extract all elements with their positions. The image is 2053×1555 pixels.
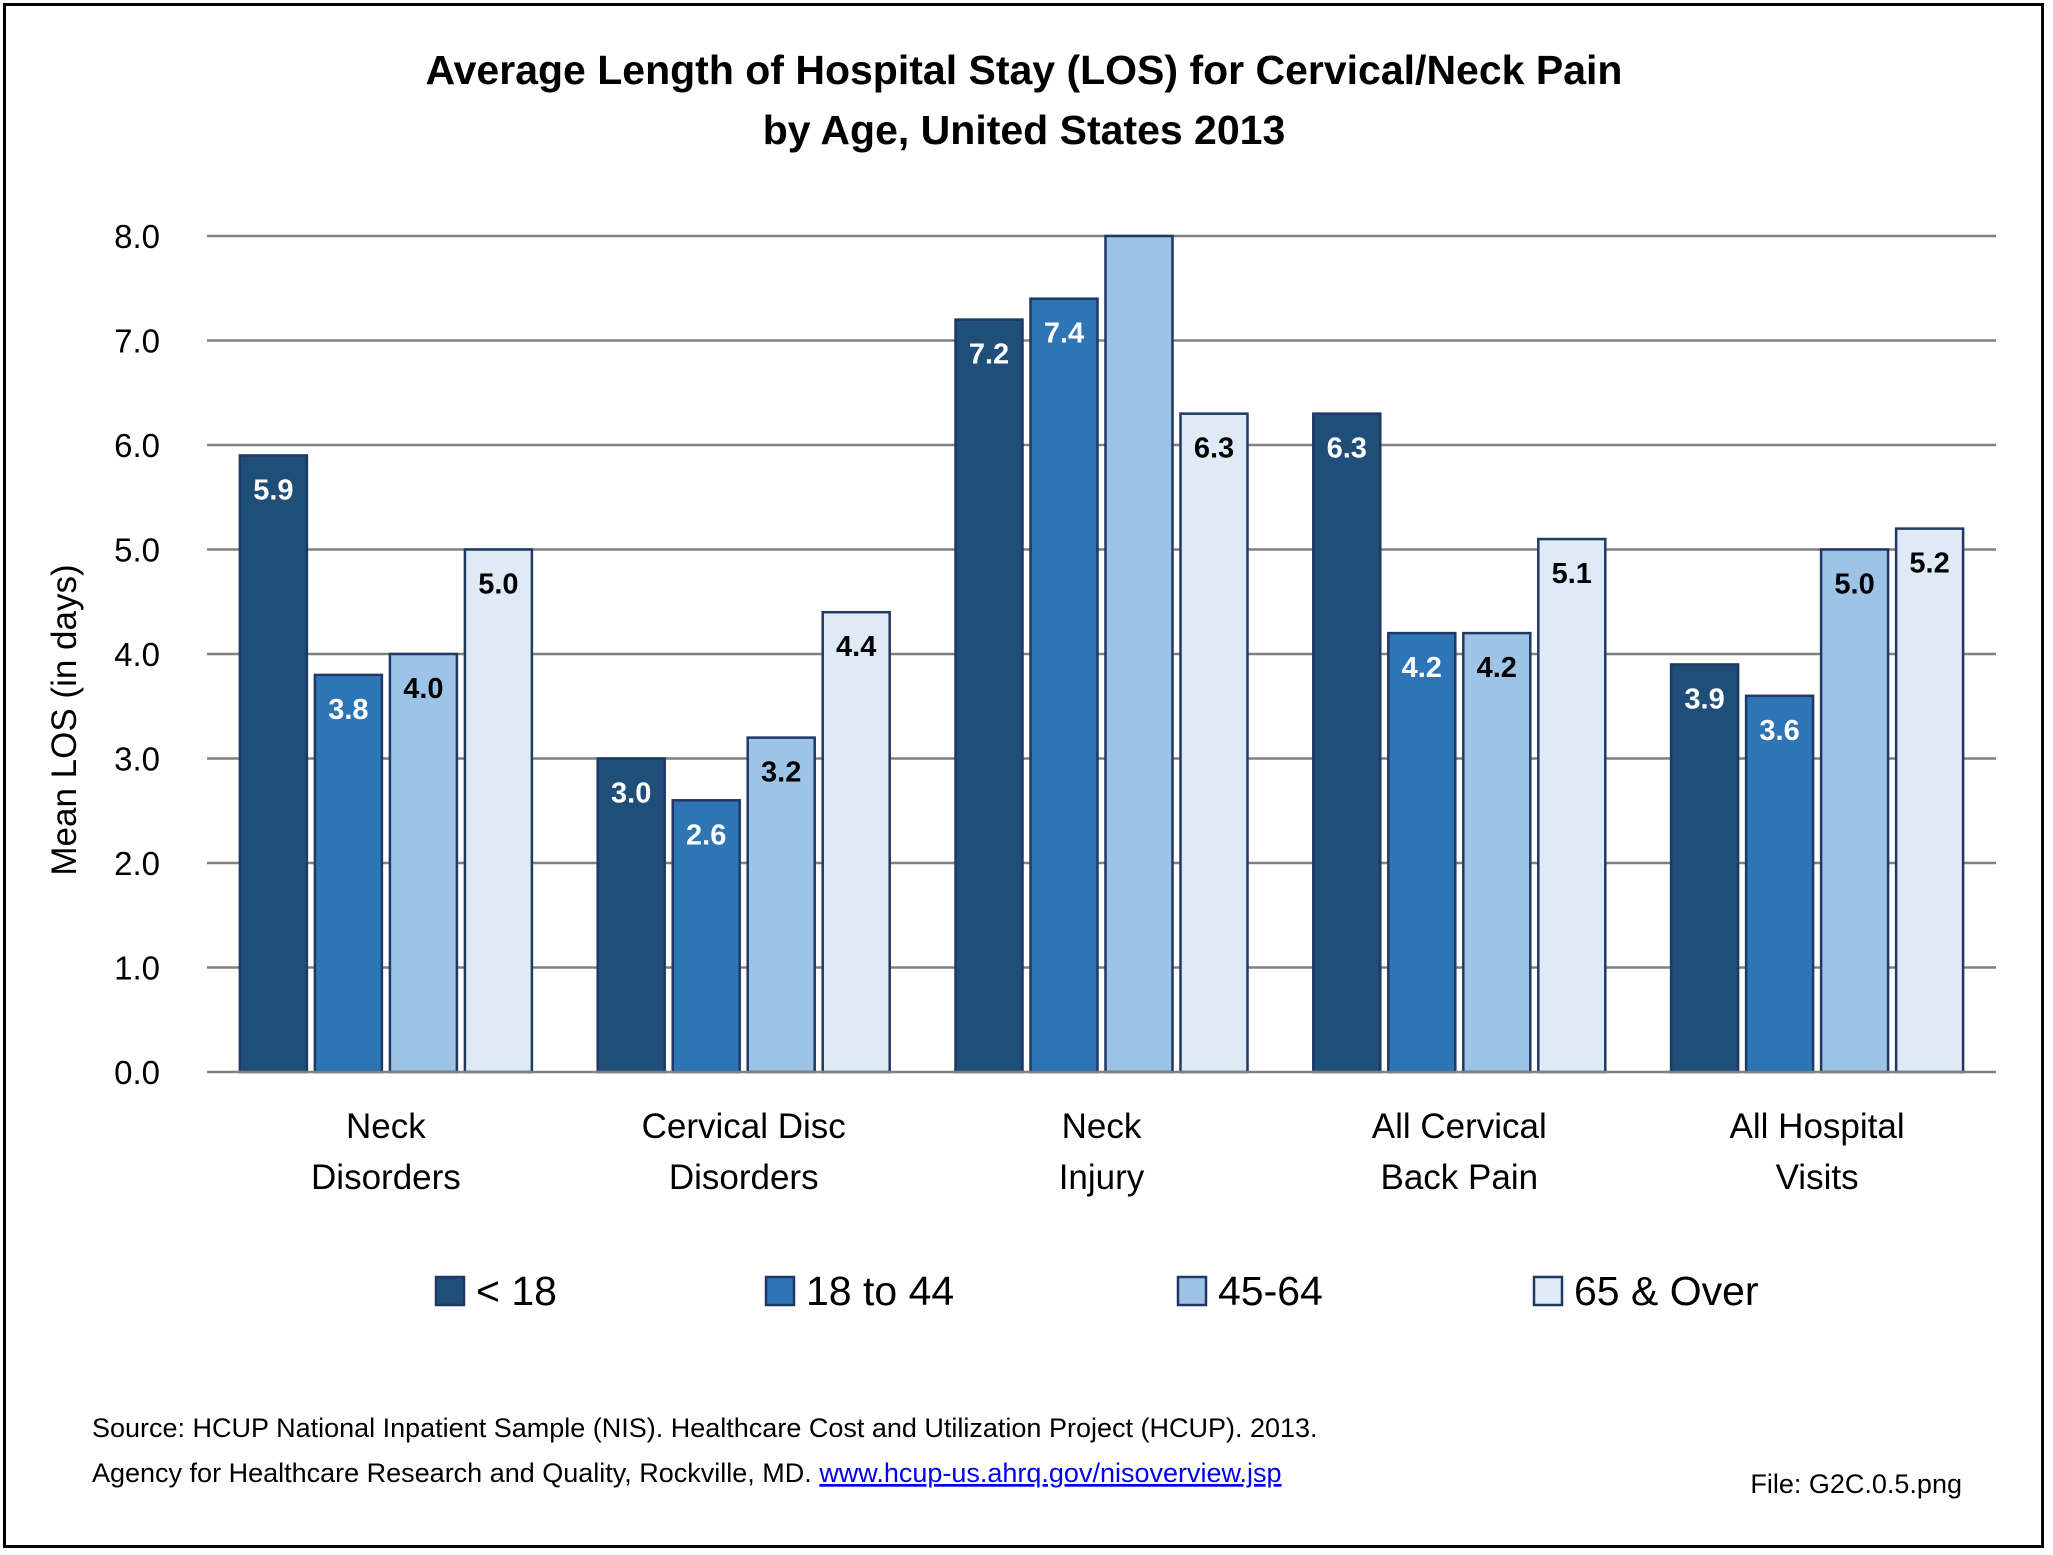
source-note: Source: HCUP National Inpatient Sample (… — [92, 1413, 1962, 1499]
y-tick-label: 6.0 — [114, 427, 160, 464]
data-label: 2.6 — [686, 819, 726, 851]
data-label: 5.0 — [478, 569, 518, 601]
data-label: 7.4 — [1044, 318, 1084, 350]
bar — [1819, 548, 1890, 1074]
category-label: Neck — [346, 1107, 426, 1146]
category-label: All Cervical — [1372, 1107, 1547, 1146]
legend-swatch — [434, 1275, 466, 1307]
bar — [313, 673, 384, 1074]
bar — [463, 548, 534, 1074]
data-label: 4.0 — [403, 673, 443, 705]
legend-swatch — [764, 1275, 796, 1307]
legend-label: 65 & Over — [1574, 1268, 1759, 1314]
data-label: 3.2 — [761, 757, 801, 789]
bar — [1669, 663, 1740, 1074]
data-label: 5.1 — [1552, 558, 1592, 590]
data-label: 3.0 — [611, 778, 651, 810]
source-line-2-text: Agency for Healthcare Research and Quali… — [92, 1458, 819, 1488]
data-label: 5.0 — [1834, 569, 1874, 601]
data-label: 3.8 — [328, 694, 368, 726]
y-axis-title: Mean LOS (in days) — [45, 564, 84, 875]
data-label: 4.4 — [836, 631, 876, 663]
y-tick-label: 4.0 — [114, 636, 160, 673]
data-label: 3.6 — [1759, 715, 1799, 747]
category-label: Cervical Disc — [642, 1107, 846, 1146]
data-labels: 5.9 3.8 4.0 5.0 3.0 2.6 3.2 4.4 7.2 7.4 6.3 6.3 4.2 4… — [253, 318, 1950, 852]
category-label: Disorders — [311, 1158, 461, 1197]
bar — [954, 318, 1024, 1074]
bar — [1179, 412, 1249, 1074]
bar — [671, 799, 741, 1074]
source-link[interactable]: www.hcup-us.ahrq.gov/nisoverview.jsp — [818, 1458, 1281, 1488]
data-label: 4.2 — [1402, 652, 1442, 684]
bar — [596, 757, 666, 1074]
data-label: 6.3 — [1194, 433, 1234, 465]
y-tick-label: 7.0 — [114, 323, 160, 360]
y-tick-label: 2.0 — [114, 845, 160, 882]
bar — [1029, 297, 1099, 1074]
source-line-1: Source: HCUP National Inpatient Sample (… — [92, 1413, 1318, 1443]
source-line-2: Agency for Healthcare Research and Quali… — [92, 1458, 1282, 1488]
bar — [1894, 527, 1965, 1074]
bar — [746, 736, 816, 1074]
chart-title-line-2: by Age, United States 2013 — [763, 107, 1286, 153]
bar — [388, 652, 459, 1074]
category-label: Disorders — [669, 1158, 819, 1197]
legend-swatch — [1532, 1275, 1564, 1307]
file-label: File: G2C.0.5.png — [1750, 1469, 1962, 1499]
bar — [821, 610, 891, 1074]
category-labels: Neck Disorders Cervical Disc Disorders Neck I… — [311, 1107, 1905, 1197]
data-label: 5.9 — [253, 474, 293, 506]
bars — [238, 234, 1965, 1074]
y-tick-label: 3.0 — [114, 741, 160, 778]
y-tick-label: 8.0 — [114, 218, 160, 255]
legend-label: 45-64 — [1218, 1268, 1323, 1314]
data-label: 7.2 — [969, 339, 1009, 371]
bar — [1312, 412, 1382, 1074]
legend-label: < 18 — [476, 1268, 557, 1314]
chart-title-line-1: Average Length of Hospital Stay (LOS) fo… — [426, 47, 1623, 93]
data-label: 4.2 — [1477, 652, 1517, 684]
bar — [1387, 631, 1457, 1074]
bar — [238, 454, 309, 1074]
legend: < 18 18 to 44 45-64 65 & Over — [434, 1268, 1759, 1314]
bar — [1104, 234, 1174, 1074]
data-label: 6.3 — [1327, 433, 1367, 465]
chart-title: Average Length of Hospital Stay (LOS) fo… — [426, 47, 1623, 153]
category-label: Visits — [1776, 1158, 1859, 1197]
y-tick-label: 0.0 — [114, 1054, 160, 1091]
bar — [1744, 694, 1815, 1074]
bar — [1462, 631, 1532, 1074]
category-label: Neck — [1062, 1107, 1142, 1146]
legend-label: 18 to 44 — [806, 1268, 954, 1314]
category-label: Back Pain — [1381, 1158, 1539, 1197]
y-tick-label: 5.0 — [114, 532, 160, 569]
bar — [1537, 537, 1607, 1074]
data-label: 5.2 — [1909, 548, 1949, 580]
data-label: 3.9 — [1684, 683, 1724, 715]
legend-swatch — [1176, 1275, 1208, 1307]
y-tick-label: 1.0 — [114, 950, 160, 987]
category-label: All Hospital — [1730, 1107, 1905, 1146]
category-label: Injury — [1059, 1158, 1145, 1197]
y-axis-ticks: 0.0 1.0 2.0 3.0 4.0 5.0 6.0 7.0 8.0 — [114, 218, 160, 1091]
